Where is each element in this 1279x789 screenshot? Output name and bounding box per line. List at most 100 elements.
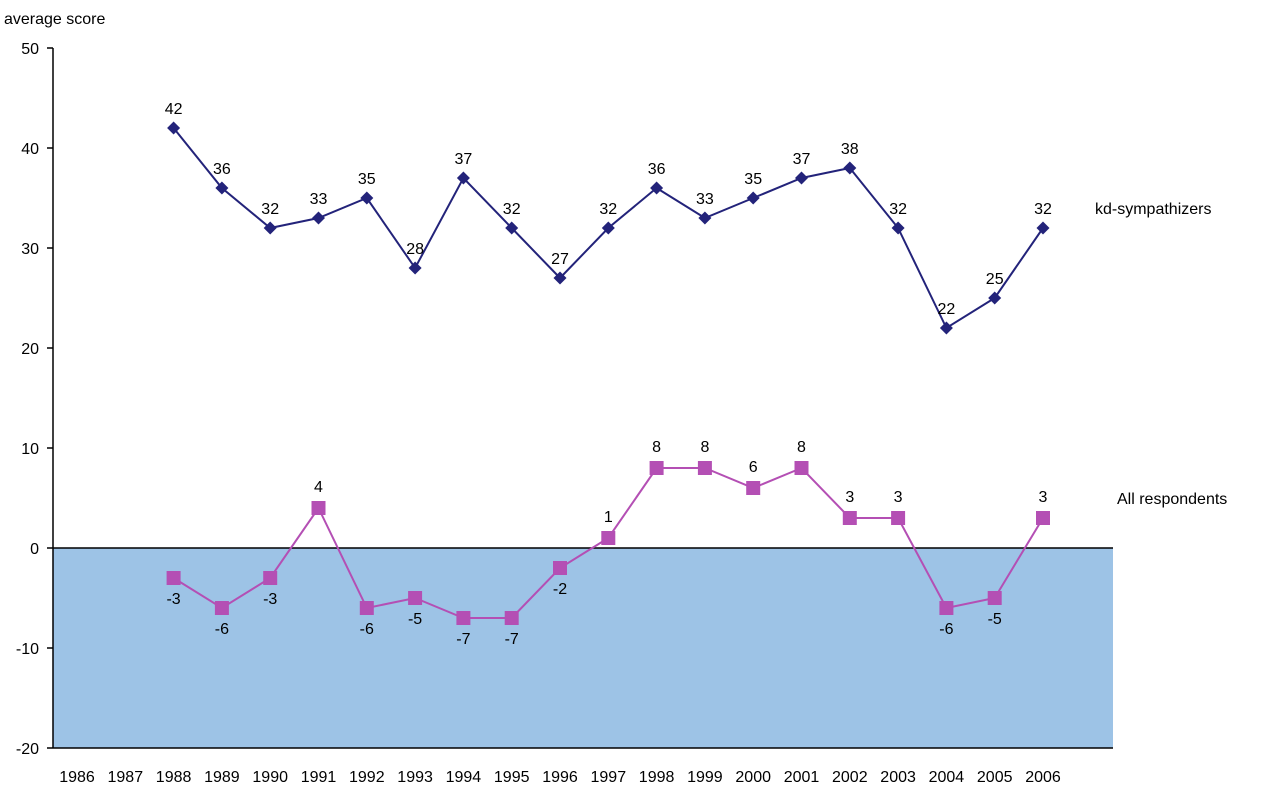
data-point-marker bbox=[263, 221, 277, 235]
x-axis-ticks: 1986 1987 1988 1989 1990 1991 1992 1993 1994 1995… bbox=[59, 769, 1061, 786]
data-point-marker bbox=[843, 161, 857, 175]
data-label: -3 bbox=[263, 591, 277, 608]
data-label: 8 bbox=[652, 439, 661, 456]
data-label: 4 bbox=[314, 479, 323, 496]
data-point-marker bbox=[505, 221, 519, 235]
data-point-marker bbox=[456, 171, 470, 185]
data-label: 22 bbox=[938, 301, 956, 318]
data-label: -7 bbox=[456, 631, 470, 648]
data-label: -3 bbox=[166, 591, 180, 608]
data-point-marker bbox=[842, 511, 857, 525]
data-label: -2 bbox=[553, 581, 567, 598]
data-point-marker bbox=[601, 531, 616, 545]
data-point-marker bbox=[939, 601, 954, 615]
data-label: 42 bbox=[165, 101, 183, 118]
data-point-marker bbox=[794, 461, 809, 475]
x-tick-label: 1990 bbox=[252, 769, 288, 786]
data-point-marker bbox=[456, 611, 471, 625]
data-label: 8 bbox=[797, 439, 806, 456]
data-label: 32 bbox=[599, 201, 617, 218]
data-label: 25 bbox=[986, 271, 1004, 288]
data-point-marker bbox=[988, 291, 1002, 305]
data-point-marker bbox=[746, 481, 761, 495]
data-label: 35 bbox=[358, 171, 376, 188]
x-tick-label: 2004 bbox=[929, 769, 965, 786]
data-point-marker bbox=[408, 261, 422, 275]
y-tick-label: 20 bbox=[21, 341, 39, 358]
y-tick-label: 40 bbox=[21, 141, 39, 158]
negative-region-shading bbox=[53, 548, 1113, 748]
x-tick-label: 1998 bbox=[639, 769, 675, 786]
data-point-marker bbox=[215, 181, 229, 195]
x-tick-label: 1988 bbox=[156, 769, 192, 786]
data-label: -6 bbox=[360, 621, 374, 638]
y-tick-label: 30 bbox=[21, 241, 39, 258]
data-point-marker bbox=[891, 221, 905, 235]
data-label: 35 bbox=[744, 171, 762, 188]
data-point-marker bbox=[359, 601, 374, 615]
data-label: -5 bbox=[408, 611, 422, 628]
y-axis-ticks: 50 40 30 20 10 0 -10 -20 bbox=[16, 41, 53, 758]
data-point-marker bbox=[1036, 221, 1050, 235]
data-point-marker bbox=[408, 591, 423, 605]
data-point-marker bbox=[650, 181, 664, 195]
x-tick-label: 1995 bbox=[494, 769, 530, 786]
data-label: 3 bbox=[1039, 489, 1048, 506]
x-tick-label: 1991 bbox=[301, 769, 337, 786]
data-label: -5 bbox=[988, 611, 1002, 628]
x-tick-label: 2003 bbox=[880, 769, 916, 786]
data-point-marker bbox=[553, 271, 567, 285]
data-point-marker bbox=[166, 571, 181, 585]
data-point-marker bbox=[167, 121, 181, 135]
data-point-marker bbox=[795, 171, 808, 185]
x-tick-label: 2006 bbox=[1025, 769, 1061, 786]
data-point-marker bbox=[698, 211, 712, 225]
data-point-marker bbox=[214, 601, 229, 615]
x-tick-label: 1986 bbox=[59, 769, 95, 786]
data-label: 38 bbox=[841, 141, 859, 158]
data-label: -6 bbox=[215, 621, 229, 638]
data-label: 33 bbox=[696, 191, 714, 208]
x-tick-label: 1997 bbox=[591, 769, 627, 786]
x-tick-label: 1993 bbox=[397, 769, 433, 786]
data-point-marker bbox=[601, 221, 615, 235]
data-label: 8 bbox=[700, 439, 709, 456]
data-label: 32 bbox=[261, 201, 279, 218]
x-tick-label: 2005 bbox=[977, 769, 1013, 786]
data-point-marker bbox=[697, 461, 712, 475]
series-kd-sympathizers: 42 36 32 33 35 28 37 32 27 32 36 33 35 37 38 32 22 25 32 kd… bbox=[165, 101, 1211, 335]
data-label: 27 bbox=[551, 251, 569, 268]
y-tick-label: 10 bbox=[21, 441, 39, 458]
data-label: 3 bbox=[894, 489, 903, 506]
x-tick-label: 1996 bbox=[542, 769, 578, 786]
y-tick-label: -10 bbox=[16, 641, 39, 658]
x-tick-label: 1994 bbox=[446, 769, 482, 786]
x-tick-label: 2001 bbox=[784, 769, 820, 786]
data-point-marker bbox=[553, 561, 567, 575]
data-point-marker bbox=[311, 501, 326, 515]
data-point-marker bbox=[939, 321, 953, 335]
data-label: 3 bbox=[845, 489, 854, 506]
data-point-marker bbox=[360, 191, 374, 205]
data-label: -6 bbox=[939, 621, 953, 638]
data-label: 28 bbox=[406, 241, 424, 258]
series-all-respondents: -3 -6 -3 4 -6 -5 -7 -7 -2 1 8 8 6 8 3 3 -6 -5 3 All respond… bbox=[166, 439, 1227, 648]
x-tick-label: 1987 bbox=[108, 769, 144, 786]
x-tick-label: 1992 bbox=[349, 769, 385, 786]
data-label: 1 bbox=[604, 509, 613, 526]
data-label: 36 bbox=[213, 161, 231, 178]
y-tick-label: 50 bbox=[21, 41, 39, 58]
x-tick-label: 2000 bbox=[735, 769, 771, 786]
data-label: 37 bbox=[793, 151, 811, 168]
x-tick-label: 1999 bbox=[687, 769, 723, 786]
data-point-marker bbox=[263, 571, 278, 585]
data-point-marker bbox=[312, 211, 325, 225]
data-point-marker bbox=[746, 191, 760, 205]
data-point-marker bbox=[649, 461, 664, 475]
data-label: 36 bbox=[648, 161, 666, 178]
data-point-marker bbox=[891, 511, 906, 525]
data-point-marker bbox=[987, 591, 1002, 605]
y-tick-label: 0 bbox=[30, 541, 39, 558]
y-tick-label: -20 bbox=[16, 741, 39, 758]
